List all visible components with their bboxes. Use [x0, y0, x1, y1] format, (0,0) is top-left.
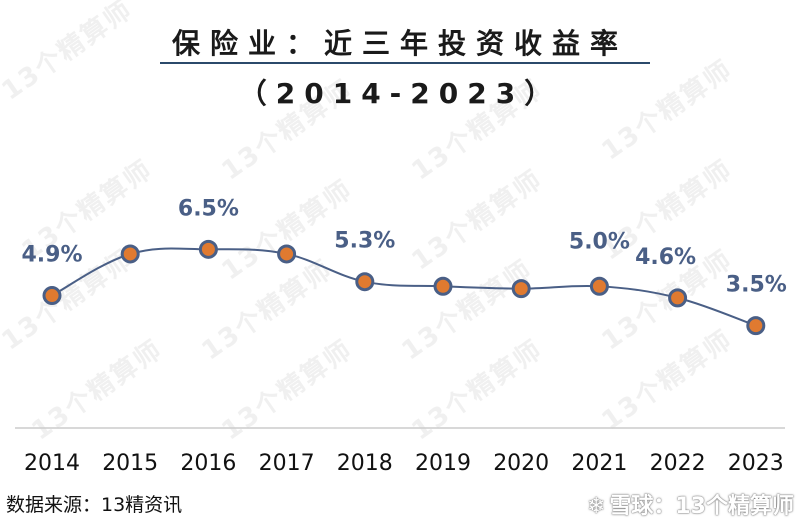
x-tick-label: 2015	[102, 451, 158, 476]
x-tick-label: 2017	[259, 451, 315, 476]
data-label: 5.0%	[569, 229, 630, 254]
chart-subtitle: （2014-2023）	[238, 77, 562, 110]
x-tick-label: 2022	[650, 451, 706, 476]
data-label: 4.6%	[635, 245, 696, 270]
x-tick-label: 2018	[337, 451, 393, 476]
chart-title: 保险业：近三年投资收益率	[171, 27, 628, 60]
x-tick-label: 2019	[415, 451, 471, 476]
x-tick-label: 2023	[728, 451, 784, 476]
data-point	[746, 316, 766, 336]
x-tick-label: 2016	[180, 451, 236, 476]
data-label: 6.5%	[178, 196, 239, 221]
data-source-note: 数据来源：13精资讯	[6, 494, 183, 516]
data-point	[433, 276, 453, 296]
data-point	[120, 244, 140, 264]
data-point	[589, 276, 609, 296]
data-point	[355, 272, 375, 292]
x-tick-label: 2014	[24, 451, 80, 476]
brand-watermark: ❄ 雪球：13个精算师	[587, 488, 794, 520]
data-point	[42, 286, 62, 306]
data-point	[511, 279, 531, 299]
x-tick-label: 2021	[571, 451, 627, 476]
title-divider	[160, 62, 650, 64]
snowball-logo-icon: ❄	[586, 494, 606, 519]
data-label: 4.9%	[21, 243, 82, 268]
data-label: 5.3%	[334, 229, 395, 254]
data-point	[277, 244, 297, 264]
data-label: 3.5%	[726, 273, 787, 298]
brand-text: 雪球：13个精算师	[609, 494, 794, 519]
data-point	[198, 239, 218, 259]
data-point	[668, 288, 688, 308]
series-line	[51, 247, 757, 327]
x-tick-label: 2020	[493, 451, 549, 476]
